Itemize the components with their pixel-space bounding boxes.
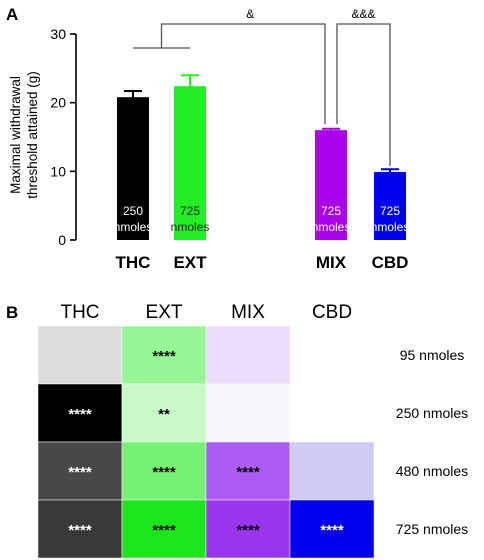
y-tick-label: 0 <box>58 232 66 248</box>
heatmap-cell <box>205 441 291 501</box>
heatmap-cell <box>289 383 375 443</box>
bar-dose-label: 725 <box>321 204 341 218</box>
heatmap-cell <box>289 325 375 385</box>
heatmap-row-label: 725 nmoles <box>396 521 468 537</box>
category-label: MIX <box>316 253 347 272</box>
significance-stars: **** <box>320 522 344 539</box>
bracket-group-vs-mix <box>160 23 326 125</box>
bar-ext <box>174 86 206 240</box>
heatmap-cell <box>205 325 291 385</box>
bar-unit-label: nmoles <box>371 220 410 234</box>
heatmap-cell <box>121 325 207 385</box>
bar-unit-label: nmoles <box>114 220 153 234</box>
heatmap-row-label: 480 nmoles <box>396 463 468 479</box>
significance-stars: **** <box>68 464 92 481</box>
bracket-mix-vs-cbd <box>336 23 391 167</box>
heatmap-column-label: THC <box>60 302 99 323</box>
heatmap-cell <box>289 499 375 559</box>
significance-stars: ** <box>158 406 170 423</box>
significance-stars: **** <box>236 464 260 481</box>
heatmap-cell <box>37 383 123 443</box>
y-tick-label: 30 <box>50 26 66 42</box>
heatmap-column-label: MIX <box>231 302 265 323</box>
heatmap-cell <box>37 441 123 501</box>
bar-dose-label: 725 <box>180 204 200 218</box>
bar-mix <box>315 130 347 240</box>
y-axis-label-line2: threshold attained (g) <box>25 71 40 199</box>
heatmap-cell <box>289 441 375 501</box>
category-label: THC <box>116 253 151 272</box>
y-tick-label: 20 <box>50 95 66 111</box>
heatmap-column-label: CBD <box>312 302 352 323</box>
y-axis-label-line1: Maximal withdrawal <box>8 76 23 194</box>
bar-chart: Maximal withdrawal threshold attained (g… <box>8 7 409 272</box>
panel-a-letter: A <box>6 5 18 24</box>
heatmap-cell <box>37 499 123 559</box>
heatmap-column-label: EXT <box>146 302 183 323</box>
panel-b-letter: B <box>6 303 18 322</box>
significance-label: & <box>246 7 254 21</box>
category-label: CBD <box>372 253 409 272</box>
significance-stars: **** <box>152 464 176 481</box>
significance-stars: **** <box>68 406 92 423</box>
bar-dose-label: 725 <box>380 204 400 218</box>
bar-cbd <box>374 172 406 240</box>
significance-stars: **** <box>236 522 260 539</box>
heatmap: THC EXT MIX CBD ******** ****** **** ******** *… <box>37 302 468 559</box>
significance-stars: **** <box>68 522 92 539</box>
heatmap-cell <box>205 499 291 559</box>
significance-stars: **** <box>152 522 176 539</box>
heatmap-cell <box>121 441 207 501</box>
bar-dose-label: 250 <box>123 204 143 218</box>
bar-unit-label: nmoles <box>171 220 210 234</box>
bar-thc <box>117 97 149 240</box>
category-label: EXT <box>173 253 207 272</box>
heatmap-cell <box>37 325 123 385</box>
heatmap-cell <box>205 383 291 443</box>
significance-stars: **** <box>152 348 176 365</box>
bar-unit-label: nmoles <box>312 220 351 234</box>
significance-label: &&& <box>351 7 375 21</box>
heatmap-row-label: 95 nmoles <box>400 347 465 363</box>
significance-brackets: & &&& <box>133 7 391 167</box>
heatmap-row-label: 250 nmoles <box>396 405 468 421</box>
heatmap-cell <box>121 499 207 559</box>
y-tick-label: 10 <box>50 163 66 179</box>
